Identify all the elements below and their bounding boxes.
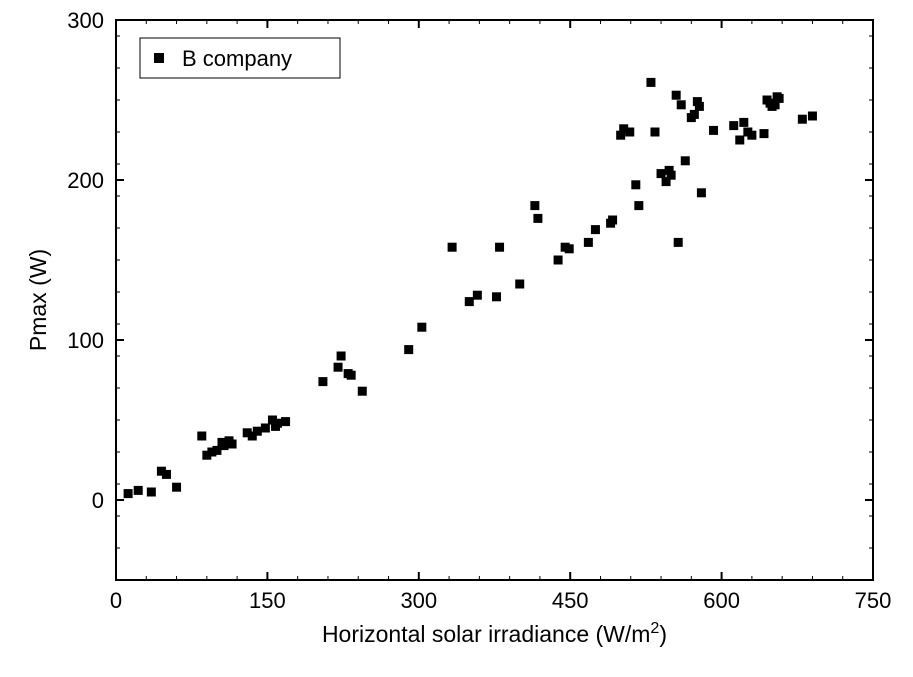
legend-marker xyxy=(154,53,164,63)
data-point xyxy=(657,169,666,178)
data-point xyxy=(735,136,744,145)
data-point xyxy=(134,486,143,495)
data-point xyxy=(465,297,474,306)
data-point xyxy=(798,115,807,124)
data-point xyxy=(591,225,600,234)
data-point xyxy=(473,291,482,300)
data-point xyxy=(347,371,356,380)
data-point xyxy=(554,256,563,265)
data-point xyxy=(690,110,699,119)
legend-label: B company xyxy=(182,46,292,71)
data-point xyxy=(404,345,413,354)
data-point xyxy=(124,489,133,498)
data-point xyxy=(709,126,718,135)
x-tick-label: 750 xyxy=(855,588,892,613)
data-point xyxy=(729,121,738,130)
data-point xyxy=(625,128,634,137)
data-point xyxy=(634,201,643,210)
data-point xyxy=(747,131,756,140)
data-point xyxy=(608,216,617,225)
data-point xyxy=(646,78,655,87)
scatter-chart: 0 150 300 450 600 750 0 100 200 300 Horizontal sol… xyxy=(0,0,913,677)
data-point xyxy=(334,363,343,372)
data-point xyxy=(162,470,171,479)
x-tick-label: 300 xyxy=(400,588,437,613)
data-point xyxy=(273,419,282,428)
y-tick-label: 200 xyxy=(67,168,104,193)
data-point xyxy=(775,94,784,103)
data-point xyxy=(584,238,593,247)
x-axis-label: Horizontal solar irradiance (W/m2) xyxy=(322,619,667,647)
x-tick-label: 0 xyxy=(110,588,122,613)
data-point xyxy=(147,488,156,497)
data-point xyxy=(565,244,574,253)
data-point xyxy=(417,323,426,332)
data-point xyxy=(681,156,690,165)
data-point xyxy=(448,243,457,252)
y-tick-label: 300 xyxy=(67,8,104,33)
data-point xyxy=(318,377,327,386)
data-point xyxy=(172,483,181,492)
y-axis-label: Pmax (W) xyxy=(25,249,51,351)
chart-container: 0 150 300 450 600 750 0 100 200 300 Horizontal sol… xyxy=(0,0,913,677)
data-point xyxy=(759,129,768,138)
data-point xyxy=(358,387,367,396)
data-point xyxy=(515,280,524,289)
data-point xyxy=(631,180,640,189)
data-point xyxy=(197,432,206,441)
data-point xyxy=(695,102,704,111)
data-point xyxy=(808,112,817,121)
data-point xyxy=(650,128,659,137)
data-point xyxy=(697,188,706,197)
data-point xyxy=(495,243,504,252)
data-point xyxy=(337,352,346,361)
data-point xyxy=(674,238,683,247)
x-tick-label: 150 xyxy=(249,588,286,613)
data-point xyxy=(281,417,290,426)
x-tick-label: 450 xyxy=(552,588,589,613)
y-tick-label: 100 xyxy=(67,328,104,353)
data-point xyxy=(672,91,681,100)
data-point xyxy=(677,100,686,109)
data-point xyxy=(492,292,501,301)
data-point xyxy=(667,171,676,180)
x-tick-label: 600 xyxy=(703,588,740,613)
data-point xyxy=(739,118,748,127)
data-point xyxy=(261,424,270,433)
data-point xyxy=(253,427,262,436)
y-tick-label: 0 xyxy=(92,488,104,513)
data-point xyxy=(530,201,539,210)
data-point xyxy=(533,214,542,223)
data-point xyxy=(228,440,237,449)
